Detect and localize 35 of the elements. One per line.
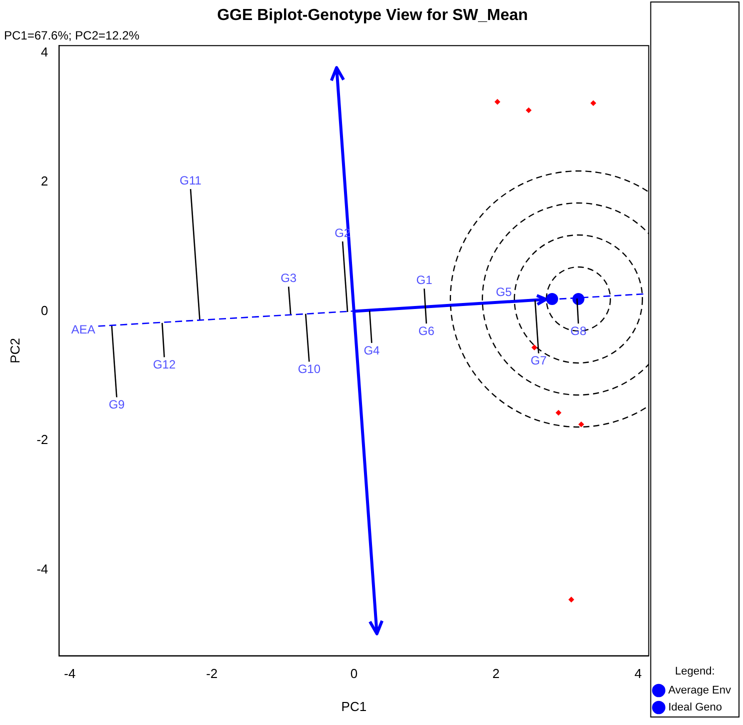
x-tick-label: -4 bbox=[64, 666, 76, 682]
annotation: G4 bbox=[364, 343, 380, 358]
point bbox=[578, 422, 584, 428]
y-tick-label: -4 bbox=[36, 561, 48, 576]
legend-label: Average Env bbox=[668, 684, 732, 697]
legend-title: Legend: bbox=[674, 665, 715, 678]
annotation: G11 bbox=[180, 173, 202, 188]
annotation: G1 bbox=[416, 272, 433, 287]
point bbox=[494, 99, 500, 105]
annotation: G3 bbox=[280, 271, 297, 286]
x-tick-label: 4 bbox=[634, 666, 642, 682]
annotation: G10 bbox=[298, 362, 321, 376]
y-tick-label: 2 bbox=[40, 174, 48, 189]
y-axis-title: PC2 bbox=[7, 338, 22, 364]
legend-label: Ideal Geno bbox=[668, 702, 722, 714]
annotation: G9 bbox=[108, 398, 126, 412]
point bbox=[556, 410, 562, 416]
x-tick-label: -2 bbox=[206, 666, 218, 682]
annotation: G12 bbox=[152, 357, 176, 372]
chart-subtitle: PC1=67.6%; PC2=12.2% bbox=[4, 28, 140, 43]
point bbox=[546, 292, 558, 305]
annotation: G5 bbox=[496, 285, 512, 300]
y-tick-label: 0 bbox=[40, 302, 48, 318]
x-tick-label: 2 bbox=[492, 666, 500, 682]
x-axis-title: PC1 bbox=[341, 698, 367, 714]
y-tick-label: -2 bbox=[36, 432, 48, 448]
annotation: AEA bbox=[71, 322, 96, 336]
annotation: G7 bbox=[530, 354, 547, 368]
chart-title: GGE Biplot-Genotype View for SW_Mean bbox=[217, 7, 528, 24]
y-tick-label: 4 bbox=[40, 44, 48, 60]
point bbox=[526, 108, 532, 113]
x-tick-label: 0 bbox=[350, 666, 358, 682]
point bbox=[590, 100, 596, 106]
point bbox=[568, 596, 574, 602]
annotation: G6 bbox=[418, 324, 435, 338]
